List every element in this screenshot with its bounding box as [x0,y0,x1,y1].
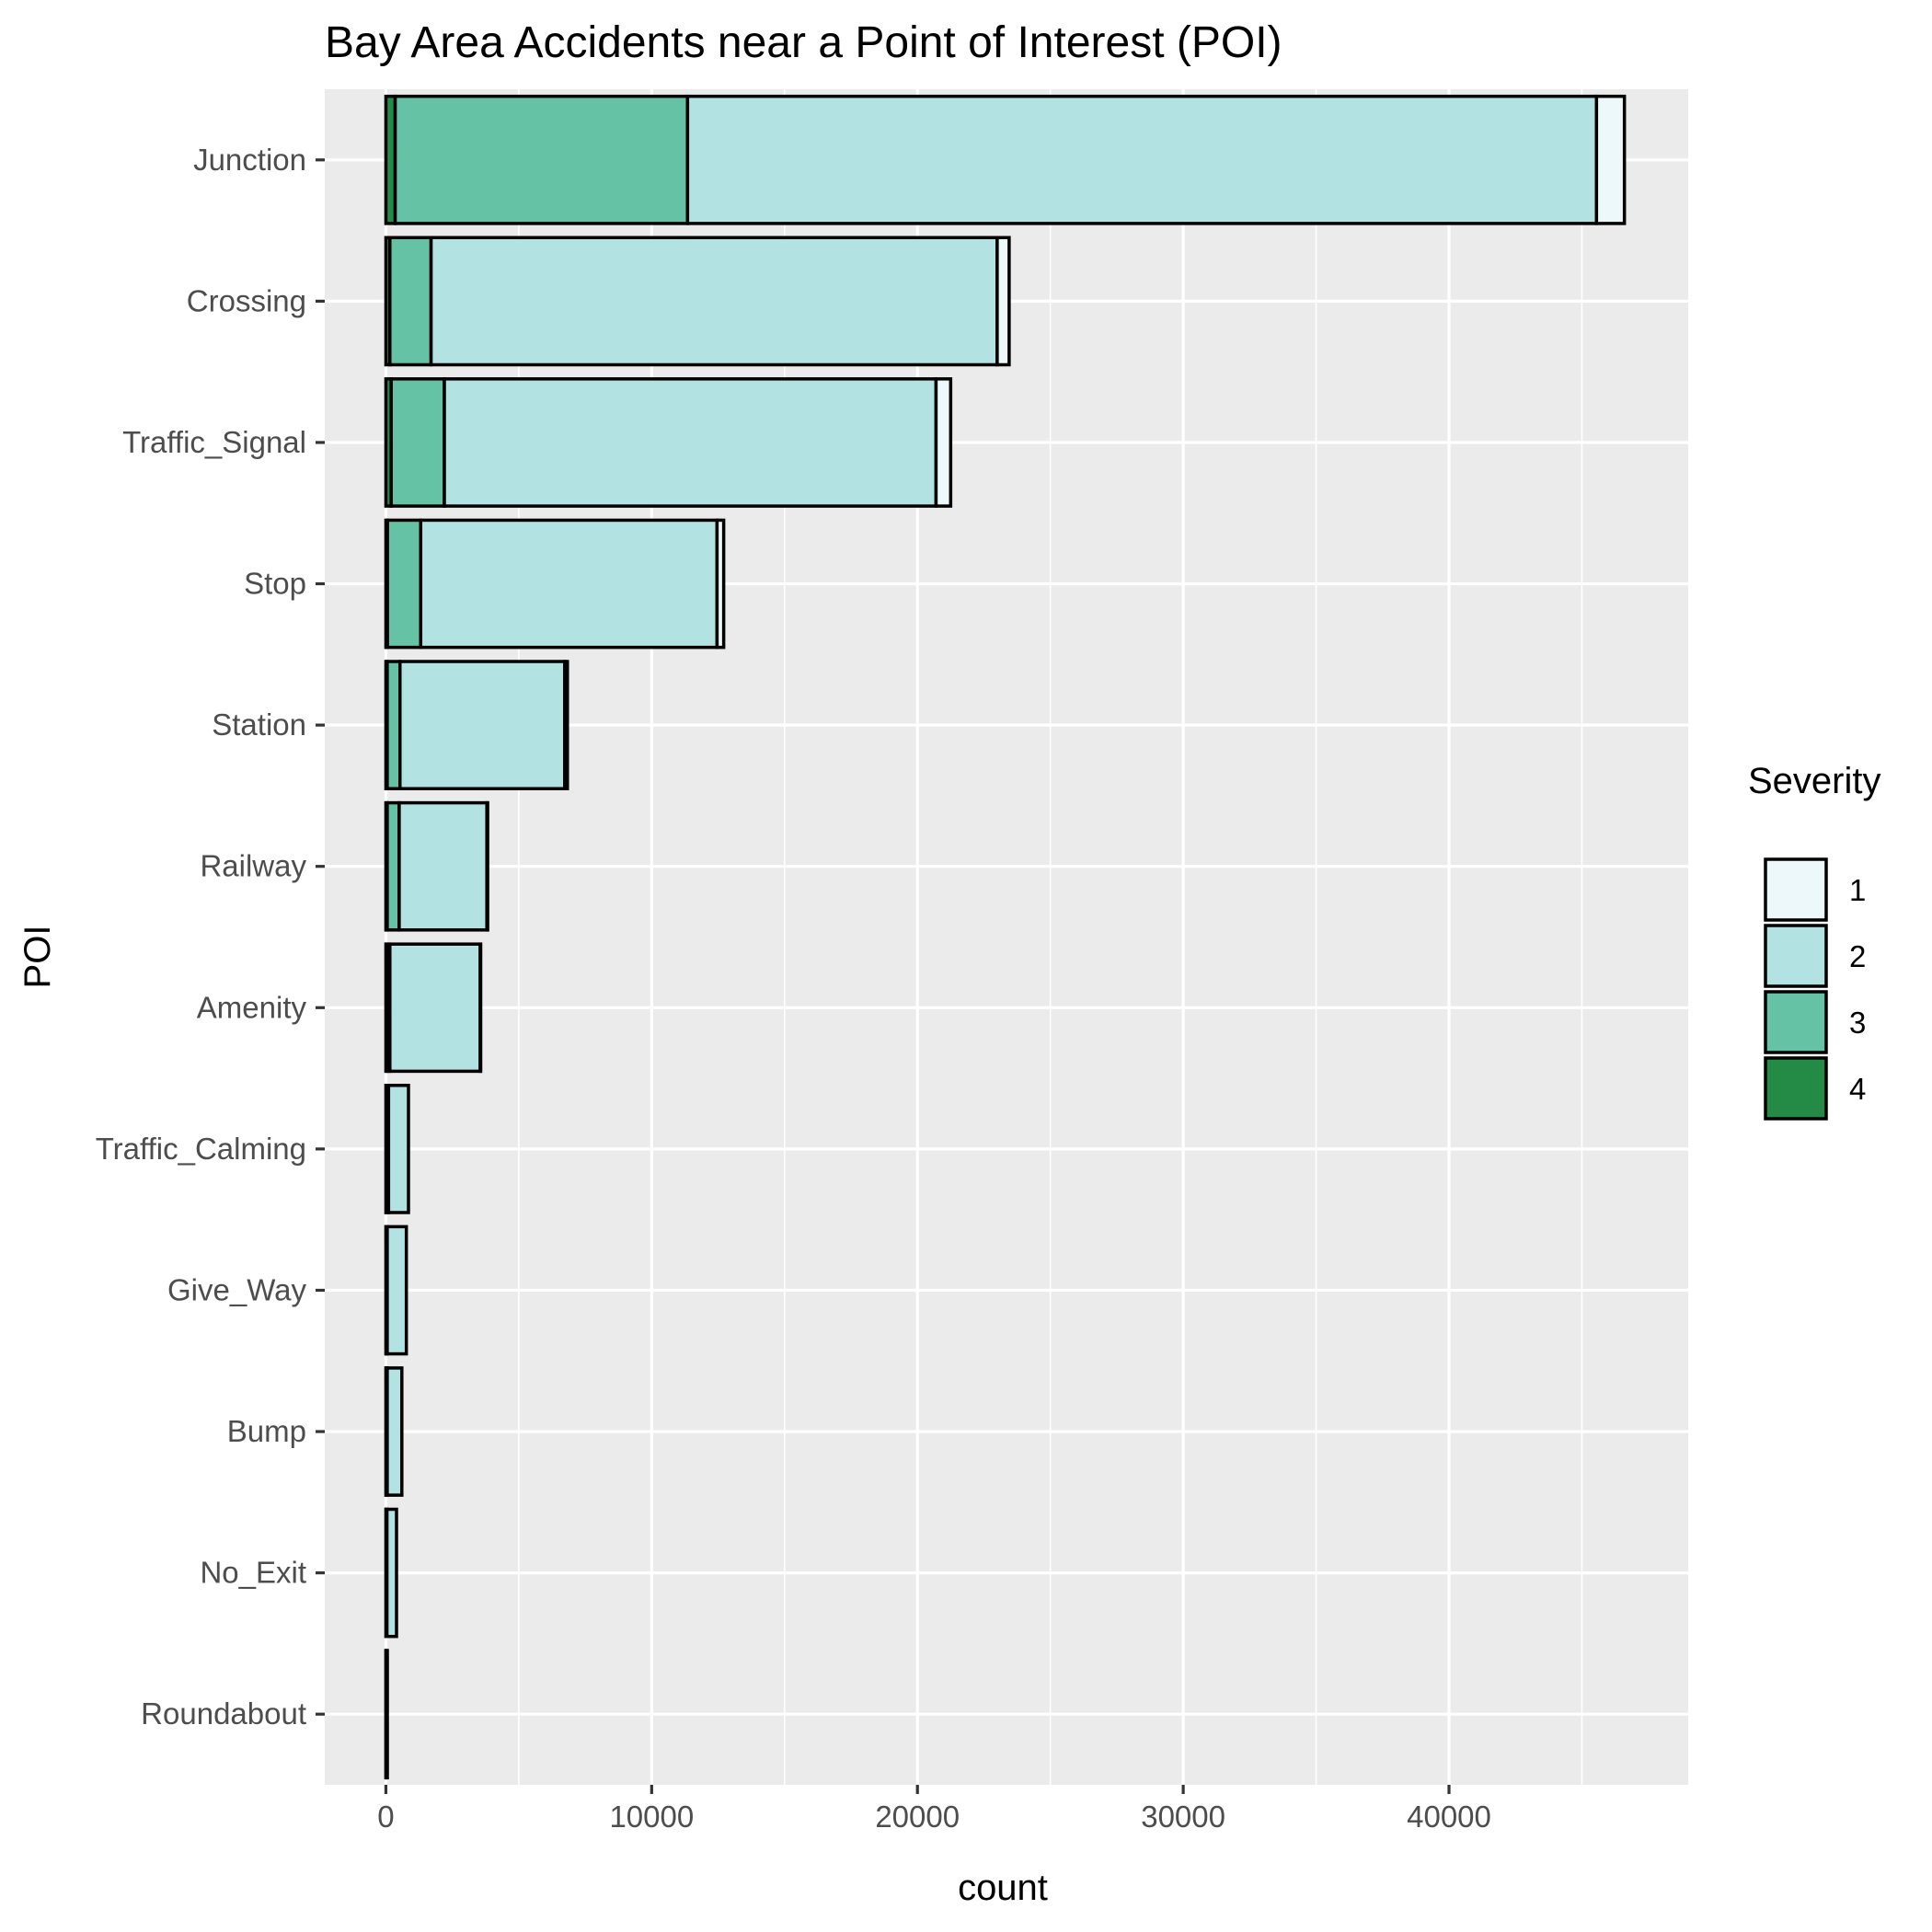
y-tick-label: No_Exit [200,1556,306,1590]
legend-key-2 [1764,924,1828,988]
bar-segment-bump-severity-2 [385,1366,404,1497]
bar-segment-amenity-severity-2 [388,942,482,1074]
y-axis: Junction Crossing Traffic_Signal Stop Statio… [96,143,325,1731]
y-tick-label: Amenity [197,990,307,1024]
y-tick-label: Give_Way [167,1272,306,1306]
bar-segment-junction-severity-3 [393,94,690,225]
legend-label-2: 2 [1849,939,1866,973]
y-tick-label: Roundabout [141,1696,306,1731]
bar-segment-amenity-severity-1 [478,942,483,1074]
y-tick-label: Traffic_Signal [122,425,306,459]
y-tick-label: Station [212,707,306,742]
bar-segment-traffic-signal-severity-2 [443,377,938,508]
bar-segment-give-way-severity-2 [385,1225,408,1356]
bar-segment-station-severity-3 [385,660,402,790]
legend-label-3: 3 [1849,1006,1866,1040]
y-axis-title: POI [17,926,58,989]
x-tick-label: 40000 [1407,1800,1491,1834]
legend-key-4 [1764,1056,1828,1121]
plot-panel [325,89,1688,1785]
x-tick-label: 20000 [875,1800,960,1834]
bar-segment-crossing-severity-2 [429,236,999,367]
x-tick-label: 30000 [1141,1800,1225,1834]
y-tick-label: Stop [244,567,306,601]
legend-label-4: 4 [1849,1072,1866,1106]
bar-segment-no-exit-severity-2 [385,1507,398,1639]
bar-segment-junction-severity-1 [1594,94,1627,225]
bar-segment-junction-severity-2 [685,94,1599,225]
y-tick-label: Junction [193,143,306,177]
bar-segment-crossing-severity-1 [995,236,1011,367]
bar-segment-station-severity-1 [563,660,569,790]
legend: Severity 1 2 3 4 [1748,761,1881,1121]
bar-segment-traffic-signal-severity-1 [934,377,953,508]
bar-segment-traffic-calming-severity-2 [386,1084,410,1214]
panel-background [325,89,1688,1785]
bar-segment-stop-severity-1 [715,518,726,650]
y-tick-label: Railway [200,849,306,883]
y-tick-label: Bump [227,1414,306,1448]
legend-label-1: 1 [1849,873,1866,907]
legend-key-1 [1764,857,1828,922]
legend-key-3 [1764,990,1828,1054]
y-tick-label: Traffic_Calming [96,1132,306,1166]
bars [384,94,1627,1780]
x-tick-label: 10000 [609,1800,694,1834]
bar-segment-roundabout-severity-2 [385,1649,389,1780]
bar-segment-stop-severity-2 [419,518,719,650]
bar-segment-railway-severity-2 [397,800,489,932]
bar-segment-railway-severity-1 [485,800,489,932]
x-axis-title: count [958,1868,1048,1908]
bar-segment-traffic-signal-severity-3 [389,377,446,508]
bar-segment-station-severity-2 [398,660,567,790]
legend-title: Severity [1748,761,1881,801]
bar-segment-stop-severity-3 [385,518,423,650]
y-tick-label: Crossing [187,283,306,317]
bar-segment-crossing-severity-3 [388,236,433,367]
x-axis: 0 10000 20000 30000 40000 [377,1785,1491,1834]
chart-title: Bay Area Accidents near a Point of Inter… [325,18,1282,67]
x-tick-label: 0 [377,1800,394,1834]
bar-segment-railway-severity-3 [385,800,401,932]
